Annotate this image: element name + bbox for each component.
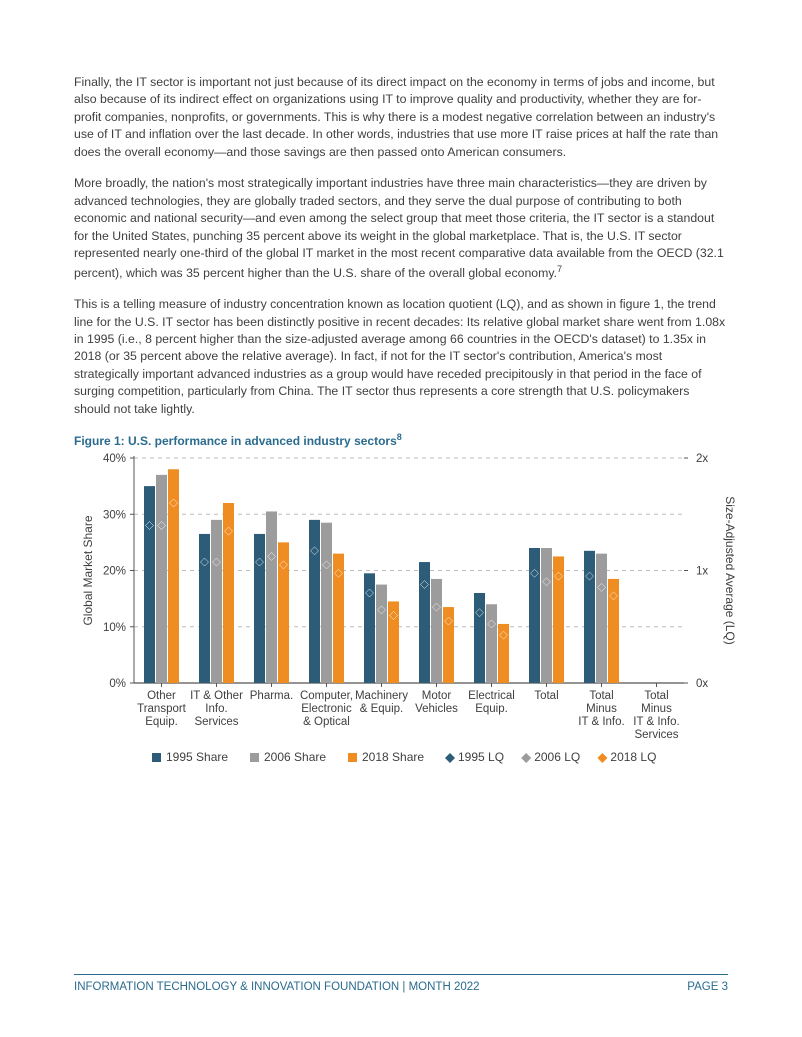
svg-text:Total: Total — [644, 690, 668, 702]
svg-text:IT & Info.: IT & Info. — [578, 716, 624, 728]
svg-text:Transport: Transport — [137, 703, 187, 715]
svg-text:0x: 0x — [696, 678, 708, 690]
svg-text:20%: 20% — [103, 566, 126, 578]
footer-left: INFORMATION TECHNOLOGY & INNOVATION FOUN… — [74, 981, 480, 993]
bar — [431, 579, 442, 683]
footer-right: PAGE 3 — [687, 981, 728, 993]
bar — [309, 520, 320, 683]
svg-text:Size-Adjusted Average (LQ): Size-Adjusted Average (LQ) — [723, 496, 737, 645]
bar — [254, 534, 265, 683]
bar — [541, 548, 552, 683]
svg-text:30%: 30% — [103, 510, 126, 522]
svg-text:2018 LQ: 2018 LQ — [610, 750, 656, 764]
svg-text:Other: Other — [147, 690, 176, 702]
svg-text:Equip.: Equip. — [145, 716, 178, 728]
paragraph-2: More broadly, the nation's most strategi… — [74, 175, 728, 282]
paragraph-3: This is a telling measure of industry co… — [74, 296, 728, 418]
svg-text:10%: 10% — [103, 622, 126, 634]
svg-text:Electrical: Electrical — [468, 690, 515, 702]
svg-text:IT & Info.: IT & Info. — [633, 716, 679, 728]
paragraph-1: Finally, the IT sector is important not … — [74, 74, 728, 161]
bar — [486, 605, 497, 684]
svg-text:Minus: Minus — [641, 703, 672, 715]
bar — [474, 593, 485, 683]
bar — [144, 486, 155, 683]
svg-text:2006 LQ: 2006 LQ — [534, 750, 580, 764]
figure-title-text: Figure 1: U.S. performance in advanced i… — [74, 434, 397, 448]
figure-1-chart: 0%10%20%30%40%0x1x2xOtherTransportEquip.… — [74, 454, 728, 814]
bar — [199, 534, 210, 683]
svg-text:& Optical: & Optical — [303, 716, 350, 728]
paragraph-2-text: More broadly, the nation's most strategi… — [74, 176, 724, 279]
svg-text:40%: 40% — [103, 453, 126, 465]
svg-text:Machinery: Machinery — [355, 690, 408, 702]
svg-text:2x: 2x — [696, 453, 708, 465]
svg-text:1995 LQ: 1995 LQ — [458, 750, 504, 764]
svg-text:Computer,: Computer, — [300, 690, 353, 702]
svg-text:Info.: Info. — [205, 703, 227, 715]
bar — [156, 475, 167, 683]
bar — [376, 585, 387, 683]
svg-text:0%: 0% — [109, 678, 126, 690]
bar — [529, 548, 540, 683]
svg-text:1x: 1x — [696, 566, 708, 578]
svg-text:2006 Share: 2006 Share — [264, 750, 326, 764]
svg-text:Motor: Motor — [422, 690, 452, 702]
svg-text:Vehicles: Vehicles — [415, 703, 458, 715]
bar — [211, 520, 222, 683]
svg-text:Equip.: Equip. — [475, 703, 508, 715]
footnote-ref-7: 7 — [557, 264, 562, 274]
figure-title: Figure 1: U.S. performance in advanced i… — [74, 432, 728, 448]
svg-text:1995 Share: 1995 Share — [166, 750, 228, 764]
svg-text:Total: Total — [589, 690, 613, 702]
svg-text:Global Market Share: Global Market Share — [81, 515, 95, 625]
svg-text:Services: Services — [634, 729, 678, 741]
svg-text:Minus: Minus — [586, 703, 617, 715]
bar — [266, 512, 277, 684]
svg-text:IT & Other: IT & Other — [190, 690, 243, 702]
svg-text:Electronic: Electronic — [301, 703, 352, 715]
footer-rule — [74, 974, 728, 975]
svg-text:Total: Total — [534, 690, 558, 702]
footnote-ref-8: 8 — [397, 432, 402, 442]
svg-text:Services: Services — [194, 716, 238, 728]
page-footer: INFORMATION TECHNOLOGY & INNOVATION FOUN… — [74, 974, 728, 993]
chart-container: 0%10%20%30%40%0x1x2xOtherTransportEquip.… — [74, 454, 728, 814]
bar — [321, 523, 332, 683]
svg-text:Pharma.: Pharma. — [250, 690, 293, 702]
bar — [584, 551, 595, 683]
bar — [419, 562, 430, 683]
svg-text:2018 Share: 2018 Share — [362, 750, 424, 764]
bar — [596, 554, 607, 683]
svg-text:& Equip.: & Equip. — [360, 703, 403, 715]
